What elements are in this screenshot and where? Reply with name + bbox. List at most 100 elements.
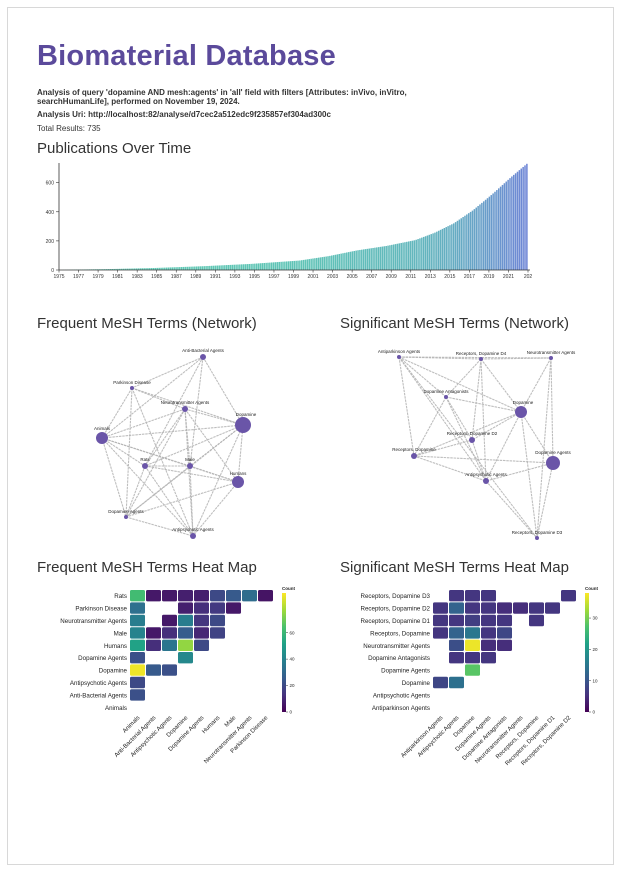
heatmap-row-label: Animals [105,705,127,712]
publication-bar [406,241,408,270]
publication-bar [331,255,333,270]
network-node-label: Rats [140,457,150,462]
publication-bar [261,263,264,270]
network-node-label: Neurotransmitter Agents [161,400,210,405]
publication-bar [404,242,406,270]
publication-bar [383,246,386,270]
publication-bar [143,268,145,270]
network-edge [237,424,244,483]
publication-bar [439,229,442,270]
publication-bar [503,183,506,270]
y-tick-label: 200 [46,239,55,245]
publication-bar [430,234,432,270]
publication-bar [164,267,166,270]
heatmap-cell [529,602,544,614]
publication-bar [379,246,382,270]
network-edge [445,358,482,398]
publication-bar [494,191,496,270]
publication-bar [402,242,404,270]
x-tick-label: 1999 [288,274,299,280]
heatmap-cell [433,602,448,614]
heatmap-cell [465,627,480,639]
heatmap-cell [433,614,448,627]
publication-bar [289,261,292,270]
y-tick-label: 600 [46,181,55,187]
publication-bar [464,215,466,270]
heatmap-cell [210,602,225,614]
network-node [142,463,148,469]
publication-bar [317,257,320,270]
publication-bar [454,222,457,270]
network-edge [398,356,447,398]
publication-bar [477,206,479,270]
network-node [124,515,128,519]
publication-bar [231,264,234,270]
x-tick-label: 1975 [53,274,64,280]
publication-bar [482,201,485,270]
network-edges [398,356,554,539]
publication-bar [195,266,198,270]
x-tick-label: 2021 [503,274,514,280]
publication-bar [362,249,365,270]
network-edge [101,424,244,439]
publication-bar [248,263,251,270]
publication-bar [244,264,247,270]
publication-bar [117,268,119,270]
publication-bar [332,255,335,270]
publication-bar [122,268,125,270]
network-node [235,417,251,433]
publication-bar [150,268,153,270]
publication-bar [212,265,215,270]
x-tick-label: 2019 [483,274,494,280]
heatmap-row-label: Anti-Bacterial Agents [70,692,127,699]
heatmap-col-label: Male [224,715,238,729]
publication-bar [501,184,504,270]
x-tick-label: 2011 [405,274,416,280]
network-edge [485,480,538,539]
heatmap-cell [481,639,496,651]
publication-bar [306,259,309,270]
network-edge [144,408,186,467]
publication-bar [347,252,350,270]
network-edge [131,387,244,426]
network-edge [189,356,204,467]
publication-bar [462,216,464,270]
heatmap-cell [210,614,225,627]
heatmap-row-label: Neurotransmitter Agents [363,643,430,650]
network-node [549,356,553,360]
heatmap-cell [194,614,209,627]
publication-bar [421,237,423,270]
page-title: Biomaterial Database [37,40,336,72]
heatmap-legend-tick-label: 20 [290,683,296,688]
network-edge [125,465,146,518]
network-edge [398,356,522,413]
x-tick-label: 2017 [464,274,475,280]
network-edge [520,411,538,539]
publication-bar [509,178,511,270]
publication-bar [507,179,509,270]
heatmap-cell [130,602,145,614]
publication-bar [349,251,352,270]
publication-bar [194,266,196,270]
publication-bar [473,209,476,270]
x-tick-label: 1991 [210,274,221,280]
network-edge [184,408,191,467]
heatmap-row-label: Dopamine [99,668,128,675]
heatmap-cell [449,614,464,627]
heatmap-cell [146,664,161,676]
publication-bar [447,226,449,270]
publication-bar [456,220,459,270]
publication-bar [488,196,491,270]
publication-bar [434,232,436,270]
heatmap-row-label: Antipsychotic Agents [373,692,430,699]
y-tick-label: 400 [46,210,55,216]
heatmap-cell [449,602,464,614]
publication-bar [227,264,230,270]
publications-heading: Publications Over Time [37,140,192,157]
network-edge [144,424,244,467]
publication-bar [357,250,359,270]
freq-network-heading: Frequent MeSH Terms (Network) [37,315,257,332]
publication-bar [111,268,114,270]
publication-bar [263,262,266,270]
network-node-label: Antiparkinson Agents [378,349,421,354]
